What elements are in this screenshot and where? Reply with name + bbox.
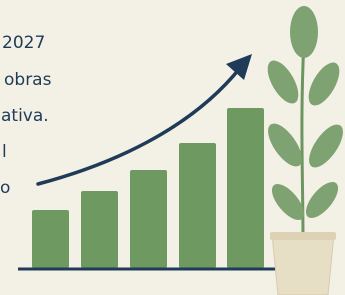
text-line: o: [0, 178, 10, 198]
pot-rim: [270, 232, 336, 240]
leaf: [290, 6, 318, 58]
pot: [272, 234, 334, 295]
text-line: 2027: [2, 33, 45, 53]
text-line: ativa.: [1, 106, 49, 126]
text-line: l: [2, 142, 7, 162]
illustration: 2027 obras ativa. l o: [0, 0, 345, 295]
text-line: obras: [4, 70, 52, 90]
bar: [227, 108, 264, 268]
bar: [179, 143, 216, 268]
bar: [81, 191, 118, 268]
bar: [130, 170, 167, 268]
bar: [32, 210, 69, 268]
page: 2027 obras ativa. l o (() => { const dat…: [0, 0, 345, 295]
